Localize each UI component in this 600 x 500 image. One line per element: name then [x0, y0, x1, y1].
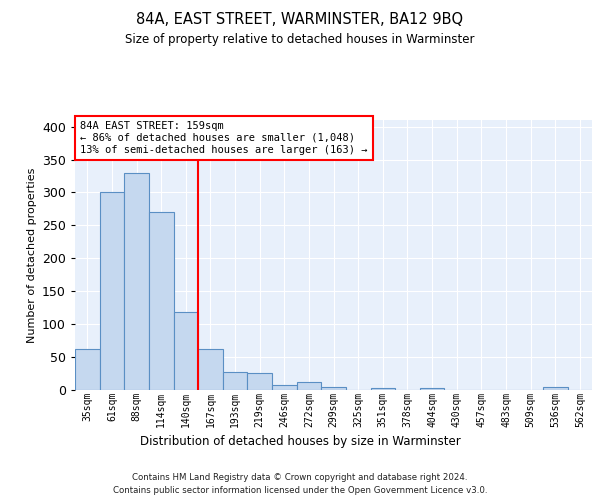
Bar — [223, 372, 247, 390]
Text: Distribution of detached houses by size in Warminster: Distribution of detached houses by size … — [140, 435, 460, 448]
Bar — [198, 348, 223, 390]
Bar — [296, 382, 321, 390]
Bar — [543, 388, 568, 390]
Bar — [321, 386, 346, 390]
Bar — [124, 172, 149, 390]
Text: 84A, EAST STREET, WARMINSTER, BA12 9BQ: 84A, EAST STREET, WARMINSTER, BA12 9BQ — [136, 12, 464, 28]
Bar — [371, 388, 395, 390]
Text: Contains HM Land Registry data © Crown copyright and database right 2024.: Contains HM Land Registry data © Crown c… — [132, 472, 468, 482]
Bar — [272, 386, 296, 390]
Bar — [149, 212, 173, 390]
Bar — [247, 373, 272, 390]
Bar — [420, 388, 445, 390]
Text: Size of property relative to detached houses in Warminster: Size of property relative to detached ho… — [125, 32, 475, 46]
Bar — [173, 312, 198, 390]
Text: Contains public sector information licensed under the Open Government Licence v3: Contains public sector information licen… — [113, 486, 487, 495]
Bar — [100, 192, 124, 390]
Bar — [75, 349, 100, 390]
Y-axis label: Number of detached properties: Number of detached properties — [26, 168, 37, 342]
Text: 84A EAST STREET: 159sqm
← 86% of detached houses are smaller (1,048)
13% of semi: 84A EAST STREET: 159sqm ← 86% of detache… — [80, 122, 368, 154]
